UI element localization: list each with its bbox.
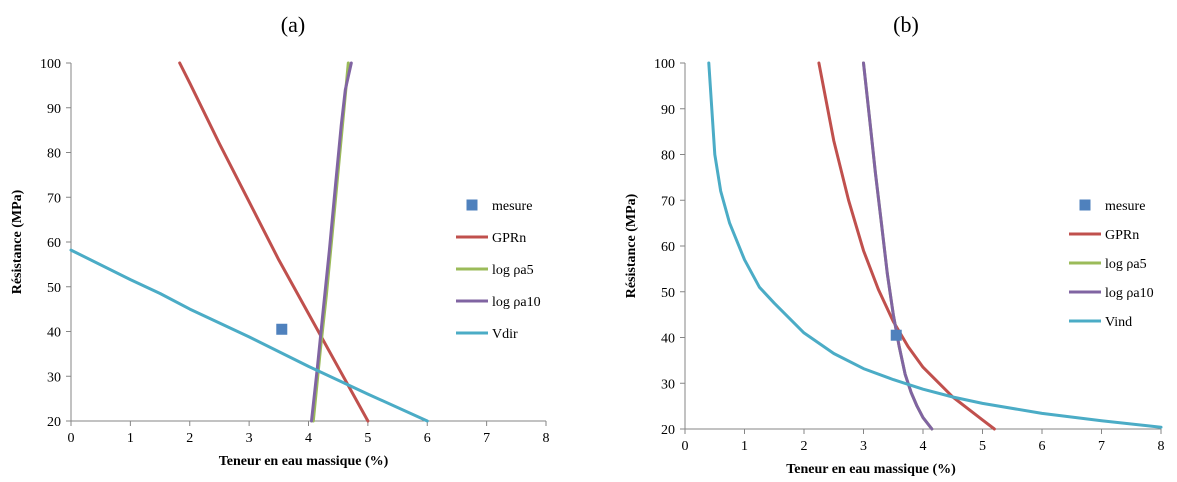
y-tick-label: 50 bbox=[47, 281, 61, 296]
legend-label: GPRn bbox=[492, 231, 526, 246]
legend-label: mesure bbox=[492, 199, 532, 214]
y-tick-label: 100 bbox=[654, 57, 675, 72]
x-tick-label: 3 bbox=[246, 431, 253, 446]
x-tick-label: 2 bbox=[186, 431, 193, 446]
x-tick-label: 4 bbox=[305, 431, 312, 446]
y-tick-label: 100 bbox=[40, 57, 61, 72]
legend-label: GPRn bbox=[1105, 228, 1139, 243]
y-tick-label: 60 bbox=[47, 236, 61, 251]
y-tick-label: 80 bbox=[661, 149, 675, 164]
y-axis-title: Résistance (MPa) bbox=[10, 189, 25, 294]
y-tick-label: 90 bbox=[661, 103, 675, 118]
series-line-log-a10 bbox=[862, 61, 934, 431]
x-tick-label: 6 bbox=[424, 431, 431, 446]
x-tick-label: 5 bbox=[364, 431, 371, 446]
y-tick-label: 20 bbox=[47, 415, 61, 430]
y-tick-label: 70 bbox=[47, 191, 61, 206]
legend-label: log ρa10 bbox=[1105, 286, 1154, 301]
x-tick-label: 4 bbox=[920, 439, 927, 454]
y-tick-label: 20 bbox=[661, 423, 675, 438]
legend-label: Vind bbox=[1105, 315, 1132, 330]
legend: mesure GPRn log ρa5 log ρa10 Vind bbox=[1069, 199, 1154, 330]
y-tick-label: 80 bbox=[47, 147, 61, 162]
x-tick-label: 8 bbox=[1158, 439, 1165, 454]
panel-label: (b) bbox=[893, 12, 919, 37]
x-tick-label: 2 bbox=[801, 439, 808, 454]
x-tick-label: 6 bbox=[1039, 439, 1046, 454]
panel-label: (a) bbox=[281, 12, 305, 37]
measure-point bbox=[276, 323, 288, 335]
y-tick-label: 30 bbox=[661, 377, 675, 392]
chart-panel-a: (a) 20 30 40 50 60 70 80 90 100 0 1 2 3 4 5 6 7 8 Teneur en… bbox=[10, 12, 550, 469]
legend-label: log ρa5 bbox=[492, 263, 534, 278]
legend-label: log ρa10 bbox=[492, 295, 541, 310]
y-axis-title: Résistance (MPa) bbox=[624, 193, 639, 298]
y-tick-label: 60 bbox=[661, 240, 675, 255]
series-line-vind bbox=[707, 61, 1163, 429]
series-line-log-a10 bbox=[310, 61, 353, 423]
x-tick-label: 1 bbox=[741, 439, 748, 454]
x-tick-label: 1 bbox=[127, 431, 134, 446]
series-line-vdir bbox=[69, 248, 429, 423]
x-tick-label: 0 bbox=[68, 431, 75, 446]
series-line-gprn bbox=[178, 61, 370, 423]
y-tick-label: 50 bbox=[661, 286, 675, 301]
x-axis-title: Teneur en eau massique (%) bbox=[219, 454, 389, 469]
chart-panel-b: (b) 20 30 40 50 60 70 80 90 100 0 1 2 3 4 5 6 7 8 Teneur en… bbox=[624, 12, 1165, 477]
y-tick-label: 40 bbox=[661, 332, 675, 347]
legend-label: Vdir bbox=[492, 327, 518, 342]
legend-label: mesure bbox=[1105, 199, 1145, 214]
legend-marker-mesure bbox=[466, 199, 478, 211]
x-tick-label: 5 bbox=[979, 439, 986, 454]
y-tick-label: 70 bbox=[661, 194, 675, 209]
x-tick-label: 8 bbox=[543, 431, 550, 446]
x-tick-label: 0 bbox=[682, 439, 689, 454]
x-tick-label: 7 bbox=[1098, 439, 1105, 454]
x-tick-label: 7 bbox=[483, 431, 490, 446]
y-tick-label: 30 bbox=[47, 370, 61, 385]
x-tick-label: 3 bbox=[860, 439, 867, 454]
y-tick-label: 90 bbox=[47, 102, 61, 117]
measure-point bbox=[890, 329, 902, 341]
x-axis-title: Teneur en eau massique (%) bbox=[786, 462, 956, 477]
y-tick-label: 40 bbox=[47, 326, 61, 341]
series-line-log-a5 bbox=[862, 61, 934, 431]
legend-label: log ρa5 bbox=[1105, 257, 1147, 272]
legend-marker-mesure bbox=[1079, 199, 1091, 211]
legend: mesure GPRn log ρa5 log ρa10 Vdir bbox=[456, 199, 541, 342]
